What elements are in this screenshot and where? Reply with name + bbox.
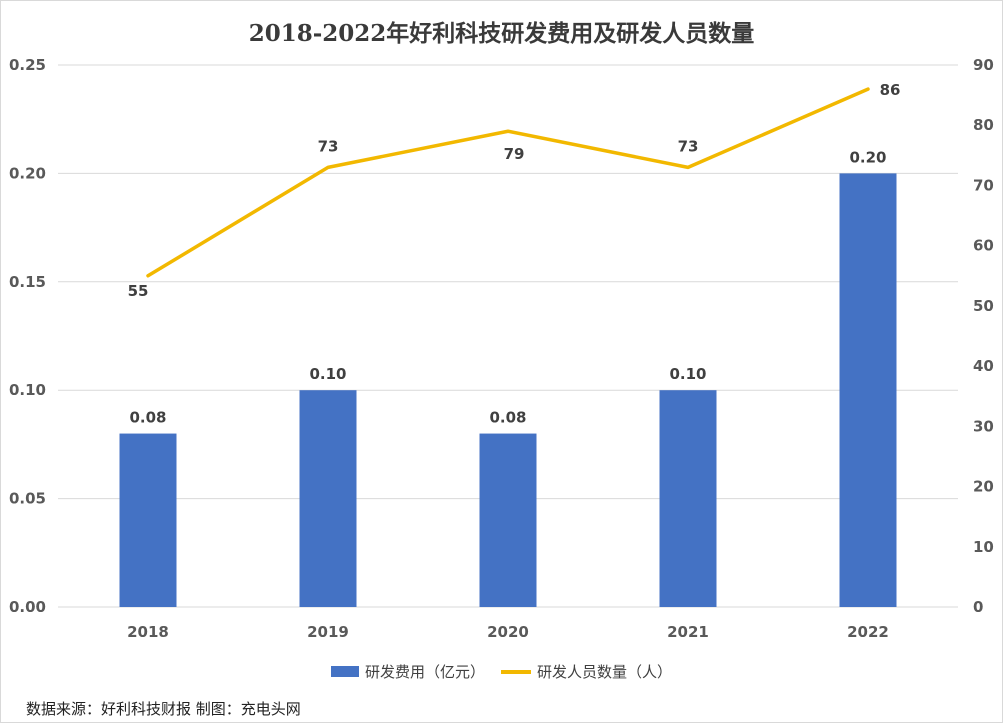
legend: 研发费用（亿元） 研发人员数量（人） [0, 661, 1003, 682]
line-data-label: 79 [504, 145, 525, 163]
bar [299, 390, 357, 607]
bar [659, 390, 717, 607]
legend-label-bar-series: 研发费用（亿元） [364, 663, 485, 681]
y-left-tick-label: 0.10 [9, 381, 46, 399]
bar-data-label: 0.10 [669, 365, 706, 383]
y-right-tick-label: 20 [973, 478, 994, 496]
y-left-tick-label: 0.15 [9, 273, 46, 291]
legend-label-line-series: 研发人员数量（人） [537, 663, 673, 681]
legend-bar-swatch [330, 666, 359, 677]
line-data-label: 86 [880, 81, 901, 99]
y-right-tick-label: 80 [973, 116, 994, 134]
y-left-tick-label: 0.20 [9, 164, 46, 182]
y-left-tick-label: 0.25 [9, 56, 46, 74]
y-right-tick-label: 40 [973, 357, 994, 375]
source-note: 数据来源：好利科技财报 制图：充电头网 [26, 700, 301, 718]
y-right-tick-label: 0 [973, 598, 983, 616]
legend-line-swatch [501, 669, 531, 674]
y-right-tick-label: 50 [973, 297, 994, 315]
y-left-tick-label: 0.00 [9, 598, 46, 616]
bar [839, 173, 897, 607]
x-tick-label: 2018 [127, 623, 169, 641]
line-data-label: 55 [128, 282, 149, 300]
line-data-label: 73 [678, 137, 699, 155]
legend-item-bar-series: 研发费用（亿元） [330, 661, 485, 682]
line-series-path [146, 87, 870, 278]
bar-data-label: 0.10 [309, 365, 346, 383]
line-data-label: 73 [318, 137, 339, 155]
y-right-tick-label: 90 [973, 56, 994, 74]
x-tick-label: 2019 [307, 623, 349, 641]
y-right-tick-label: 70 [973, 176, 994, 194]
bar [119, 433, 177, 607]
bar-data-label: 0.20 [849, 148, 886, 166]
y-left-tick-label: 0.05 [9, 490, 46, 508]
y-right-tick-label: 10 [973, 538, 994, 556]
chart-title: 2018-2022年好利科技研发费用及研发人员数量 [248, 20, 755, 47]
x-tick-label: 2020 [487, 623, 529, 641]
x-tick-label: 2021 [667, 623, 709, 641]
y-right-tick-label: 30 [973, 417, 994, 435]
bar [479, 433, 537, 607]
legend-item-line-series: 研发人员数量（人） [501, 661, 672, 682]
y-right-tick-label: 60 [973, 237, 994, 255]
bar-data-label: 0.08 [129, 409, 166, 427]
x-tick-label: 2022 [847, 623, 889, 641]
bar-data-label: 0.08 [489, 409, 526, 427]
